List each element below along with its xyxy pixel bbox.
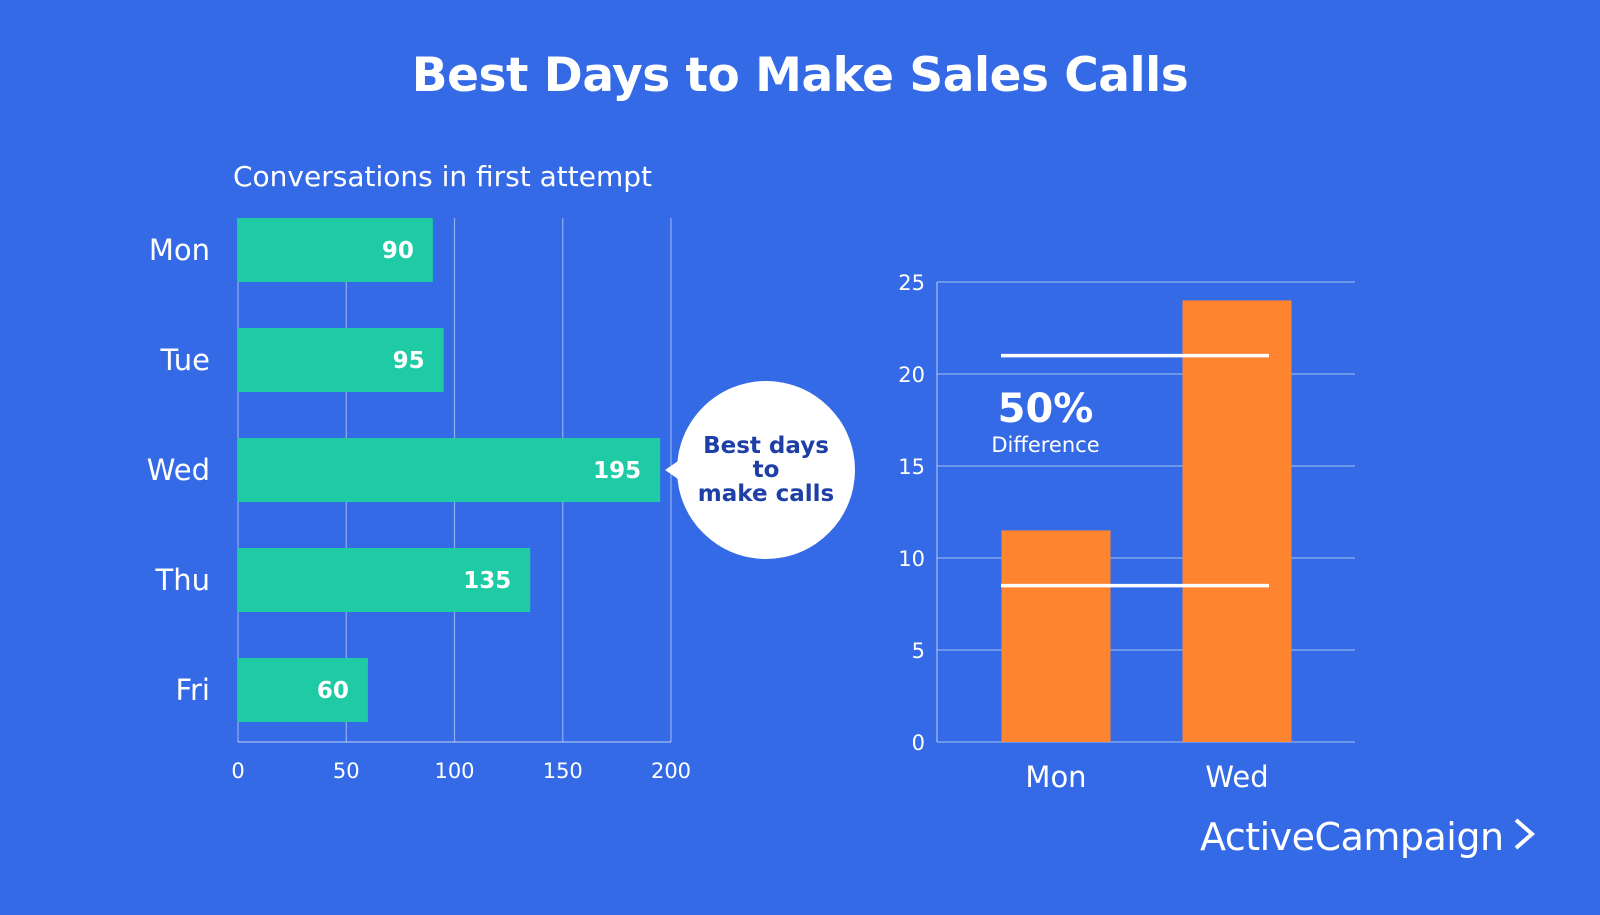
difference-value: 50% (997, 386, 1094, 432)
bar-value-label: 60 (317, 678, 349, 704)
bar-mon (1001, 530, 1111, 742)
bar-value-label: 95 (393, 348, 425, 374)
bar-value-label: 90 (382, 238, 414, 264)
left-chart-title: Conversations in first attempt (233, 160, 653, 193)
best-days-callout: Best days to make calls (665, 381, 855, 559)
y-tick-label: 20 (898, 363, 925, 387)
bar-mon (238, 218, 433, 282)
category-label: Mon (1025, 760, 1086, 794)
bar-value-label: 195 (593, 458, 641, 484)
bar-tue (238, 328, 444, 392)
category-label: Wed (1205, 760, 1268, 794)
y-tick-label: 25 (898, 271, 925, 295)
brand-logo: ActiveCampaign (1200, 815, 1538, 859)
callout-text: Best days to make calls (697, 433, 835, 507)
y-tick-label: 15 (898, 455, 925, 479)
x-tick-label: 100 (434, 759, 474, 783)
page-title: Best Days to Make Sales Calls (411, 48, 1189, 103)
x-tick-label: 150 (543, 759, 583, 783)
x-tick-label: 50 (333, 759, 360, 783)
chevron-right-icon (1512, 817, 1538, 857)
y-tick-label: 10 (898, 547, 925, 571)
difference-label: Difference (991, 433, 1100, 457)
x-tick-label: 200 (651, 759, 691, 783)
category-label: Wed (147, 453, 210, 487)
category-label: Fri (175, 673, 210, 707)
x-tick-label: 0 (231, 759, 244, 783)
category-label: Tue (159, 343, 210, 377)
y-tick-label: 5 (912, 639, 925, 663)
y-tick-label: 0 (912, 731, 925, 755)
brand-name: ActiveCampaign (1200, 815, 1504, 859)
category-label: Mon (149, 233, 210, 267)
bar-wed (238, 438, 661, 502)
bar-wed (1182, 300, 1292, 742)
bar-fri (238, 658, 368, 722)
bar-value-label: 135 (463, 568, 511, 594)
bar-thu (238, 548, 531, 612)
category-label: Thu (155, 563, 210, 597)
